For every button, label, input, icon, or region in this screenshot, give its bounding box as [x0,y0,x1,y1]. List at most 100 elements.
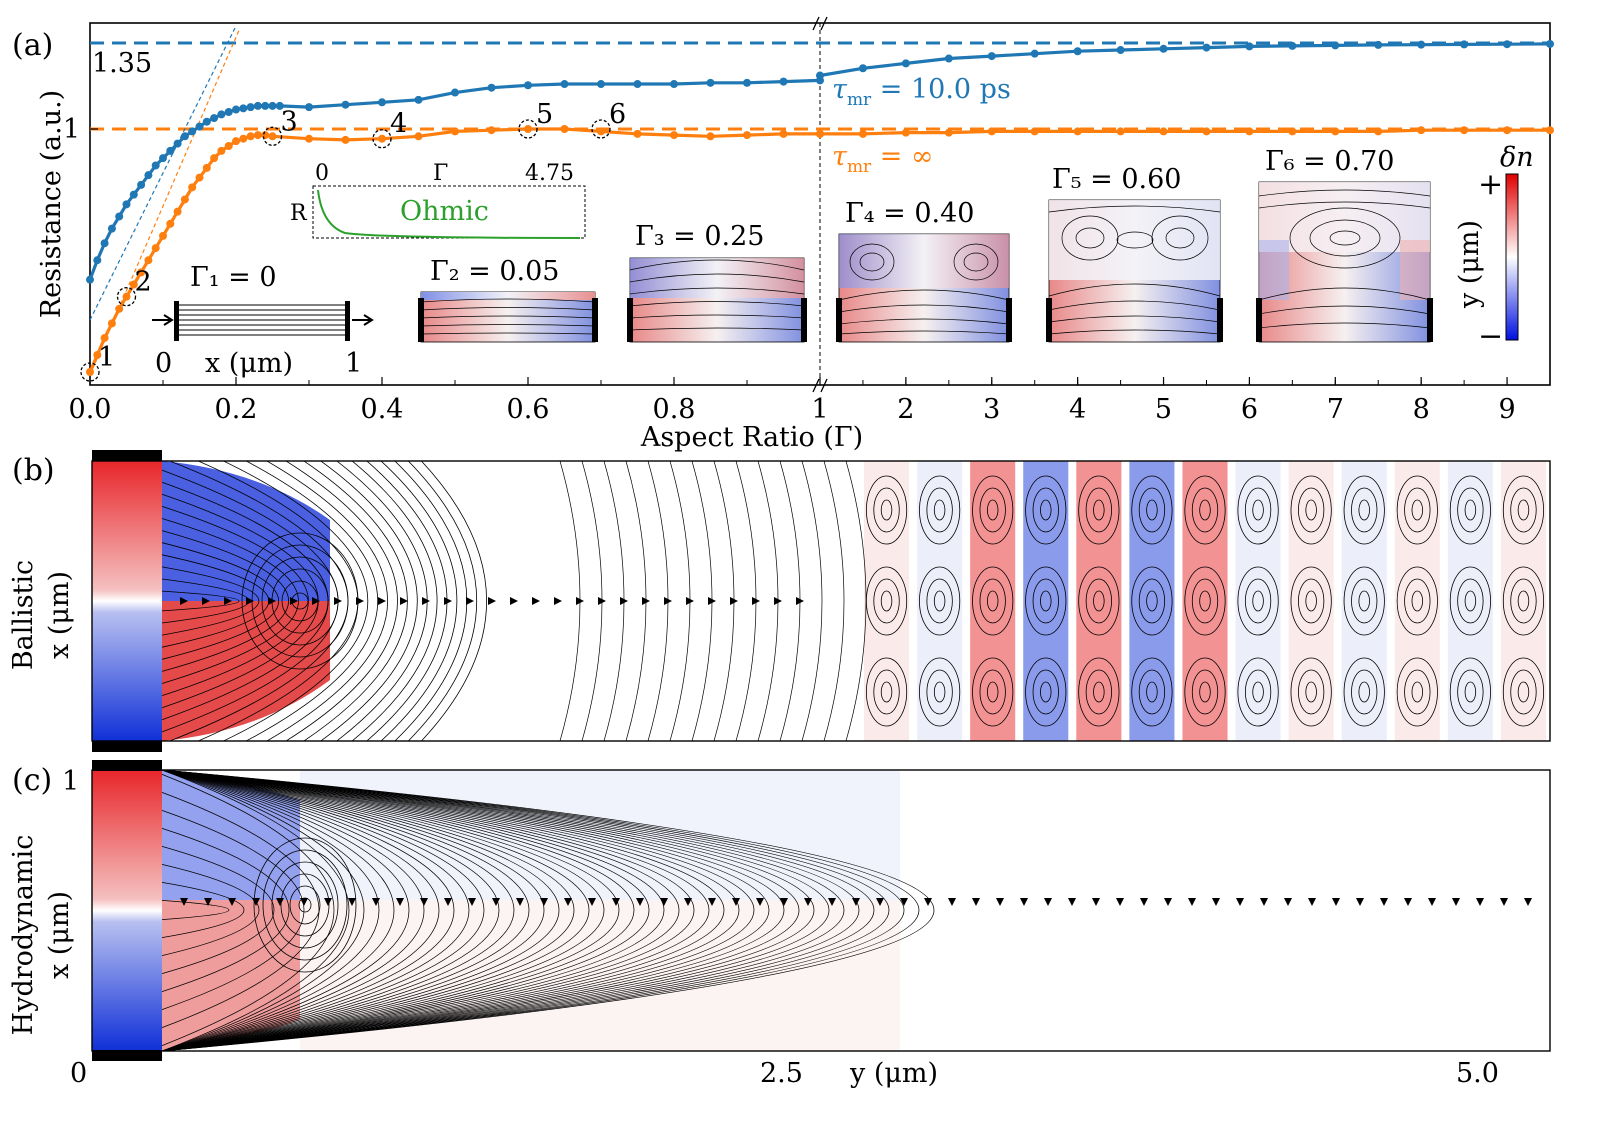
vortex [926,578,953,624]
tau-sub: mr [847,90,872,110]
vortex [972,475,1014,545]
vortex [1199,590,1211,612]
vortex [1404,578,1431,624]
data-point [210,154,219,163]
data-point [232,137,240,146]
data-point [144,171,153,180]
data-point [451,88,459,97]
data-point [1159,44,1168,53]
vortex [933,681,946,703]
flow-arrow-icon [612,898,620,906]
data-point [706,132,715,141]
data-point [86,368,94,376]
data-point [305,134,313,143]
streamline [161,530,289,672]
vortex [289,885,321,925]
vortex [1305,681,1317,703]
panel-a: (a) 1.35 0.0 0.2 0.4 0.6 0.8 1 2 3 4 5 6 7 8 9 1 1 2 3 4 5… [12,16,1554,453]
point-marker-label: 4 [390,109,407,140]
flow-arrow-icon [664,597,672,605]
ohmic-inset: 0 Γ 4.75 R Ohmic [290,161,586,239]
vortex [880,590,893,612]
panel-c-ylabel-bottom: x (μm) [44,891,75,979]
arrow-in-icon [152,314,174,326]
flow-arrow-icon [900,898,908,906]
data-point [268,101,277,110]
streamline [245,461,379,741]
flow-arrow-icon [444,898,452,906]
contact-bottom-c [92,1050,162,1061]
vortex-band [1182,461,1228,741]
flow-arrow-icon [554,597,562,605]
data-point [816,71,824,80]
data-point [115,304,124,313]
streamline [161,770,455,1051]
streamline [285,461,398,741]
data-point [1546,126,1554,135]
series-line-right [819,42,1551,78]
vortex [1343,657,1385,727]
data-point [1073,47,1082,56]
data-point [210,114,219,123]
x-tick-label: 8 [1413,394,1430,425]
streamline [161,770,605,1051]
panel-c: (c) Hydrodynamic x (μm) 1 0 2.5 5.0 y (μ… [8,760,1551,1089]
flow-arrow-icon [1212,898,1220,906]
point-marker-label: 2 [135,267,152,298]
flow-arrow-icon [852,898,860,906]
vortex [865,657,908,727]
series-label-blue: τmr = 10.0 ps [832,74,1011,110]
flow-arrow-icon [708,597,716,605]
streamline [161,770,620,1051]
panel-c-xtick-50: 5.0 [1456,1058,1499,1089]
ref-label-135: 1.35 [92,48,152,79]
point-marker [80,362,100,382]
flow-arrow-icon [774,597,782,605]
inset-1-axis-right: 1 [345,348,362,379]
colorbar-title: δn [1500,142,1534,173]
flow-arrow-icon [1116,898,1124,906]
streamline [351,461,438,741]
streamline [161,770,470,1051]
flow-arrow-icon [1164,898,1172,906]
vortex [1411,590,1424,612]
vortex [1351,578,1378,624]
data-point [944,54,953,63]
ballistic-streamlines [161,461,1545,741]
panel-c-xtick-25: 2.5 [760,1058,803,1089]
flow-arrow-icon [660,898,668,906]
x-tick-label: 0.2 [215,394,258,425]
data-point [670,80,678,89]
ohmic-label: Ohmic [400,196,489,227]
data-point [166,219,175,228]
panel-b-ylabel-bottom: x (μm) [44,571,75,659]
flow-arrow-icon [348,898,356,906]
streamline [161,846,275,974]
vortex [1032,578,1059,624]
ticks-layer: 0.0 0.2 0.4 0.6 0.8 1 2 3 4 5 6 7 8 9 1 [63,114,1551,425]
flow-arrow-icon [510,597,518,605]
y-tick-label: 1 [63,114,80,145]
streamline [161,770,500,1051]
streamline [161,882,245,938]
colorbar-gradient [1505,173,1519,341]
vortex [1199,681,1211,703]
streamline [823,461,845,741]
streamline [161,566,259,636]
panel-c-ylabel-top: Hydrodynamic [8,835,39,1036]
streamline [161,770,380,1051]
data-point [1116,127,1125,136]
vortex [1343,475,1385,545]
ohmic-curve [317,189,581,239]
vortex [979,487,1006,533]
panel-b-ylabel-top: Ballistic [8,560,39,670]
data-point [1374,40,1383,49]
ohmic-frame [312,185,586,239]
streamline [161,900,230,920]
streamline [161,770,740,1051]
data-point [597,80,605,89]
data-point [100,333,109,342]
inset-1-axis-mid: x (μm) [205,348,293,379]
flow-arrow-icon [1188,898,1196,906]
data-point [151,161,160,170]
